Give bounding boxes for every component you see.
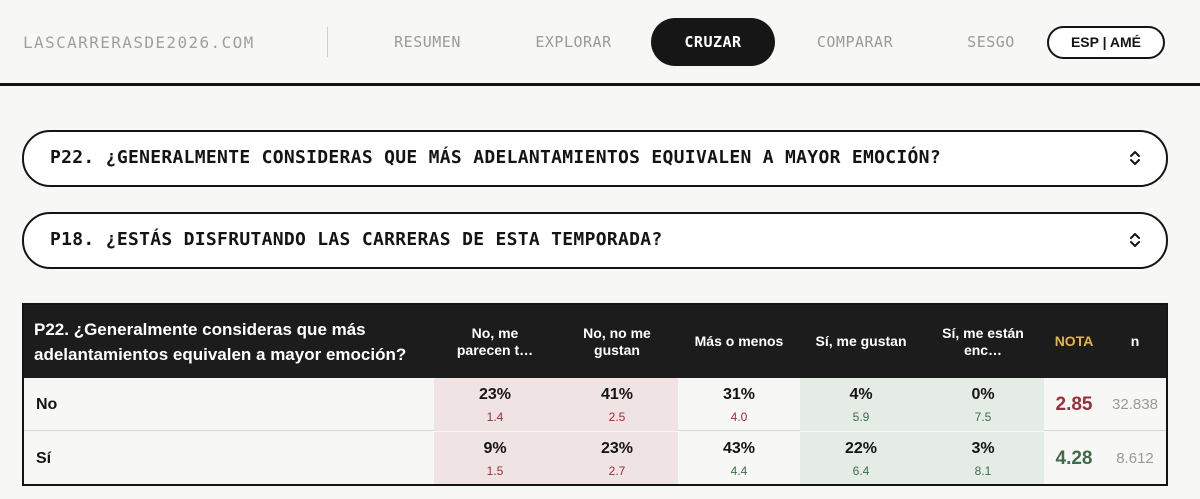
table-cell: 31% 4.0 bbox=[678, 378, 800, 431]
chevron-up-down-icon bbox=[1130, 151, 1140, 165]
column-header: No, no me gustan bbox=[583, 324, 651, 358]
question-select-p22[interactable]: P22. ¿GENERALMENTE CONSIDERAS QUE MÁS AD… bbox=[22, 130, 1168, 187]
table-row: No 23% 1.4 41% 2.5 31% 4.0 4% 5.9 0% 7.5… bbox=[24, 378, 1166, 431]
table-cell: 23% 1.4 bbox=[434, 378, 556, 431]
cell-percent: 31% bbox=[722, 386, 756, 403]
cell-percent: 0% bbox=[971, 386, 995, 403]
cell-percent: 3% bbox=[971, 440, 995, 457]
cell-score: 4.4 bbox=[730, 464, 748, 478]
nav-item-explorar[interactable]: EXPLORAR bbox=[535, 33, 612, 51]
cell-percent: 4% bbox=[849, 386, 873, 403]
table-cell: 41% 2.5 bbox=[556, 378, 678, 431]
cell-score: 1.5 bbox=[486, 464, 504, 478]
cell-percent: 41% bbox=[600, 386, 634, 403]
nota-column-header: NOTA bbox=[1054, 333, 1094, 349]
cell-score: 6.4 bbox=[852, 464, 870, 478]
n-value: 8.612 bbox=[1116, 450, 1154, 467]
nav-item-comparar[interactable]: COMPARAR bbox=[816, 33, 894, 51]
nav-item-sesgo[interactable]: SESGO bbox=[967, 33, 1015, 51]
cell-score: 4.0 bbox=[730, 410, 748, 424]
table-cell: 4% 5.9 bbox=[800, 378, 922, 431]
nav-item-cruzar[interactable]: CRUZAR bbox=[651, 18, 775, 66]
cell-percent: 23% bbox=[478, 386, 512, 403]
column-header: Sí, me gustan bbox=[815, 333, 907, 349]
table-cell: 3% 8.1 bbox=[922, 432, 1044, 484]
question-select-p18[interactable]: P18. ¿ESTÁS DISFRUTANDO LAS CARRERAS DE … bbox=[22, 212, 1168, 269]
table-title: P22. ¿Generalmente consideras que más ad… bbox=[34, 320, 407, 364]
cell-score: 2.5 bbox=[608, 410, 626, 424]
column-header: Más o menos bbox=[694, 333, 784, 349]
row-label: Sí bbox=[36, 450, 52, 467]
column-header: Sí, me están enc… bbox=[942, 324, 1024, 358]
n-column-header: n bbox=[1130, 333, 1140, 349]
cell-score: 5.9 bbox=[852, 410, 870, 424]
nota-value: 2.85 bbox=[1055, 394, 1093, 415]
cell-percent: 43% bbox=[722, 440, 756, 457]
chevron-up-down-icon bbox=[1130, 233, 1140, 247]
cell-percent: 9% bbox=[483, 440, 507, 457]
table-cell: 23% 2.7 bbox=[556, 432, 678, 484]
site-logo[interactable]: LASCARRERASDE2026.COM bbox=[23, 33, 255, 52]
n-value: 32.838 bbox=[1112, 396, 1158, 413]
table-header: P22. ¿Generalmente consideras que más ad… bbox=[24, 305, 1166, 378]
top-navbar: LASCARRERASDE2026.COM RESUMEN EXPLORAR C… bbox=[0, 0, 1200, 86]
nota-value: 4.28 bbox=[1055, 448, 1093, 469]
column-header: No, me parecen t… bbox=[456, 324, 534, 358]
cell-score: 2.7 bbox=[608, 464, 626, 478]
table-row: Sí 9% 1.5 23% 2.7 43% 4.4 22% 6.4 3% 8.1… bbox=[24, 432, 1166, 484]
cell-score: 8.1 bbox=[974, 464, 992, 478]
crosstab-table: P22. ¿Generalmente consideras que más ad… bbox=[22, 303, 1168, 486]
row-label: No bbox=[36, 396, 58, 413]
nav-item-resumen[interactable]: RESUMEN bbox=[394, 33, 461, 51]
question-select-label: P18. ¿ESTÁS DISFRUTANDO LAS CARRERAS DE … bbox=[50, 229, 663, 250]
cell-percent: 23% bbox=[600, 440, 634, 457]
table-cell: 43% 4.4 bbox=[678, 432, 800, 484]
question-select-label: P22. ¿GENERALMENTE CONSIDERAS QUE MÁS AD… bbox=[50, 147, 941, 168]
table-cell: 22% 6.4 bbox=[800, 432, 922, 484]
table-cell: 9% 1.5 bbox=[434, 432, 556, 484]
nav-divider bbox=[327, 27, 328, 57]
cell-score: 7.5 bbox=[974, 410, 992, 424]
language-toggle-button[interactable]: ESP | AMÉ bbox=[1047, 26, 1165, 59]
cell-percent: 22% bbox=[844, 440, 878, 457]
table-cell: 0% 7.5 bbox=[922, 378, 1044, 431]
cell-score: 1.4 bbox=[486, 410, 504, 424]
